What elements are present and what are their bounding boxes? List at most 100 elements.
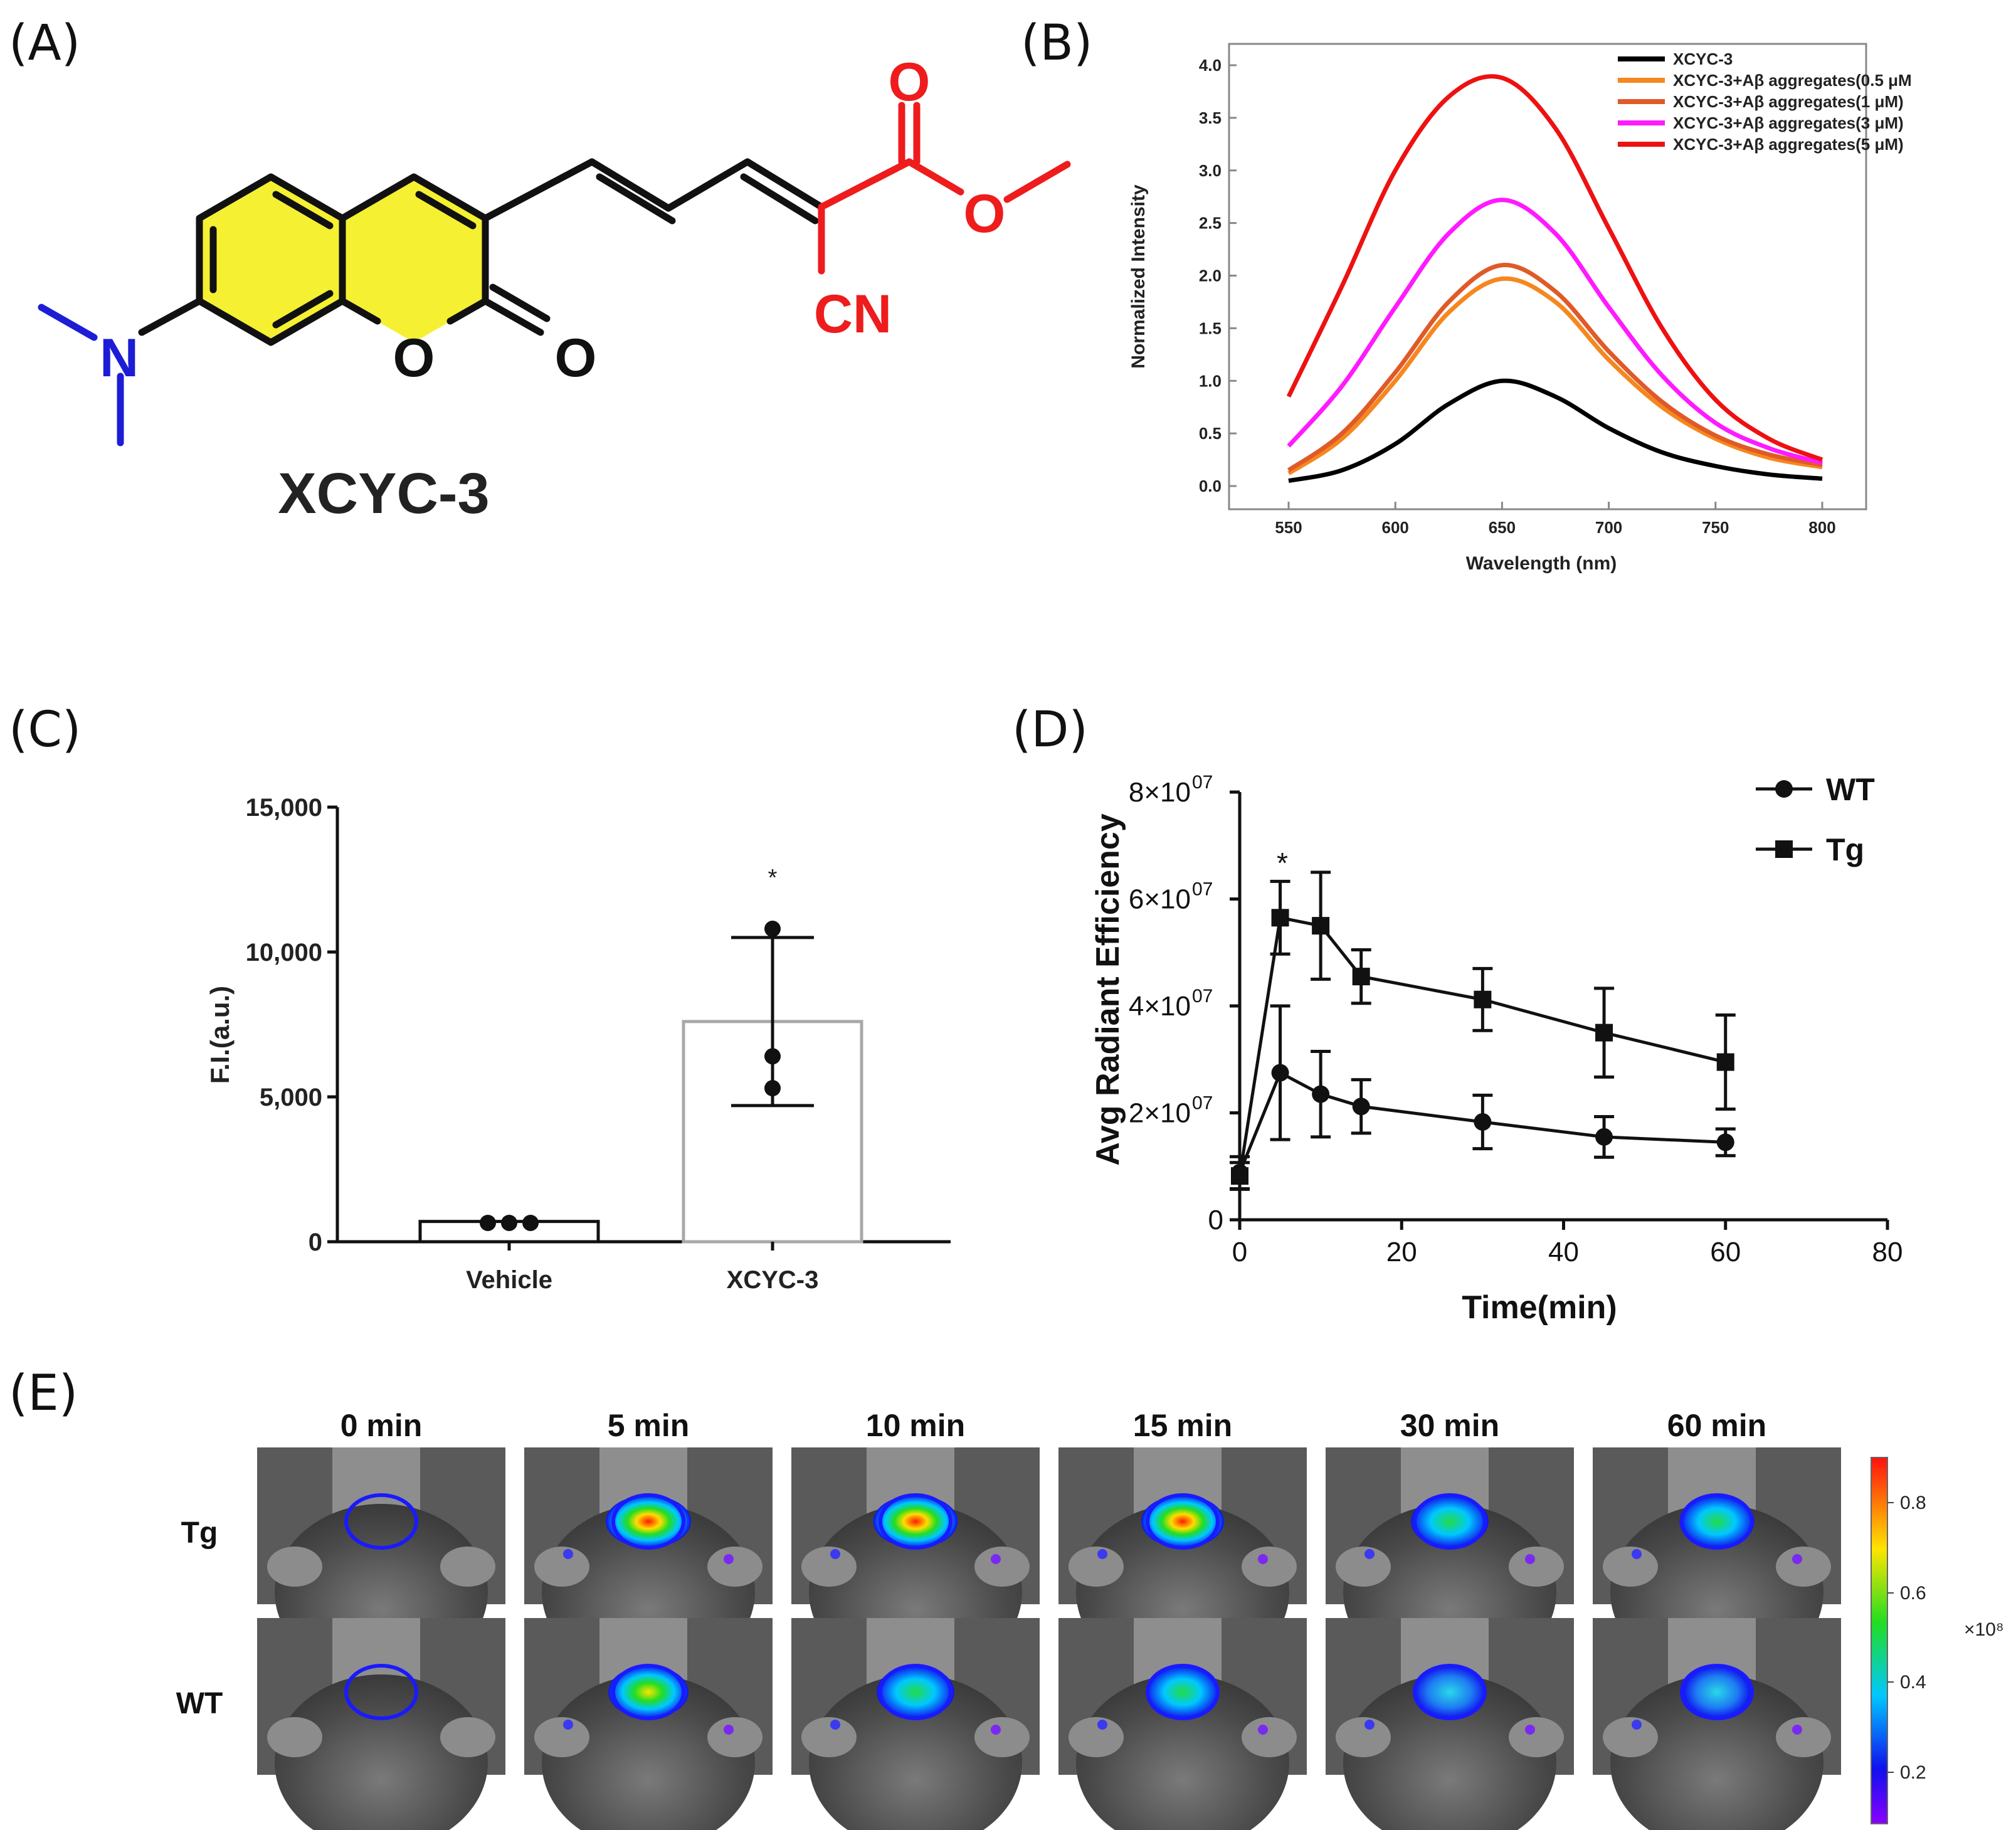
- timepoint-label: 10 min: [866, 1408, 965, 1443]
- chart-d-marker-wt: [1474, 1113, 1492, 1131]
- chain-double-1b: [596, 173, 676, 225]
- chart-d-marker-wt: [1312, 1085, 1330, 1103]
- compound-name: XCYC-3: [278, 462, 489, 526]
- roi-outline: [344, 1493, 418, 1550]
- signal-spot: [1525, 1725, 1535, 1735]
- signal-spot: [724, 1725, 734, 1735]
- n-aryl-bond: [138, 297, 203, 336]
- mouse-ear-right: [974, 1547, 1030, 1587]
- chart-d-marker-tg: [1231, 1167, 1248, 1185]
- roi-outline: [1146, 1664, 1220, 1720]
- chart-b-series-line: [1286, 74, 1823, 462]
- chart-d-ytick-label: 8×10: [1129, 777, 1191, 808]
- imaging-tile: [524, 1447, 773, 1679]
- chart-c-datapoint: [764, 1080, 781, 1097]
- chart-b-legend-label: XCYC-3+Aβ aggregates(5 μM): [1673, 135, 1904, 154]
- mouse-ear-left: [801, 1717, 857, 1757]
- chart-c-category-label: XCYC-3: [727, 1266, 819, 1294]
- chart-b-ytick-label: 1.5: [1199, 319, 1222, 337]
- chart-c-ytick-label: 5,000: [260, 1084, 322, 1111]
- panel-c-letter: (C): [9, 702, 81, 758]
- mouse-ear-right: [1242, 1717, 1297, 1757]
- mouse-ear-left: [267, 1717, 322, 1757]
- chart-c-datapoint: [764, 1048, 781, 1065]
- chart-b-xtick-label: 550: [1275, 518, 1302, 537]
- roi-outline: [1413, 1493, 1487, 1550]
- mouse-ear-right: [1776, 1717, 1831, 1757]
- chart-b-ytick-label: 3.5: [1199, 108, 1222, 127]
- chart-b-legend-label: XCYC-3+Aβ aggregates(0.5 μM: [1673, 71, 1912, 90]
- chart-b-xtick-label: 700: [1595, 518, 1622, 537]
- chart-d-xtick-label: 40: [1548, 1237, 1579, 1267]
- chart-b-xtick-label: 800: [1808, 518, 1835, 537]
- chart-b-ytick-label: 2.0: [1199, 267, 1222, 285]
- chart-b-xtick-label: 750: [1702, 518, 1729, 537]
- timepoint-label: 5 min: [608, 1408, 690, 1443]
- mouse-ear-left: [534, 1717, 589, 1757]
- carbonyl-bond-b: [489, 283, 551, 322]
- chain-double-1a: [588, 158, 672, 212]
- roi-outline: [611, 1493, 685, 1550]
- signal-spot: [1632, 1720, 1642, 1730]
- signal-spot: [1525, 1554, 1535, 1564]
- chart-b-xtick-label: 600: [1382, 518, 1409, 537]
- diene-linker: [482, 158, 825, 225]
- pyranone-double-bond: [415, 191, 477, 230]
- chart-d-xtick-label: 20: [1386, 1237, 1417, 1267]
- chart-d-legend-marker: [1775, 840, 1793, 858]
- mouse-body: [275, 1674, 488, 1830]
- chart-c-ytick-label: 10,000: [246, 939, 322, 966]
- mouse-ear-left: [534, 1547, 589, 1587]
- roi-outline: [1413, 1664, 1487, 1720]
- signal-spot: [563, 1720, 573, 1730]
- panel-a-letter: (A): [9, 15, 80, 71]
- fluorescence-signal: [606, 1495, 691, 1548]
- chart-c-datapoint: [480, 1214, 496, 1231]
- chart-b-legend-label: XCYC-3+Aβ aggregates(1 μM): [1673, 92, 1904, 111]
- signal-spot: [563, 1549, 573, 1559]
- chain-double-2b: [740, 173, 819, 225]
- benzene-double-bond-2: [272, 191, 334, 230]
- colorbar-label-04: 0.4: [1900, 1672, 1926, 1693]
- signal-spot: [830, 1720, 840, 1730]
- colorbar-unit: ×10⁸: [1964, 1619, 2004, 1640]
- chart-d-ytick-exponent: 07: [1192, 1093, 1213, 1114]
- mouse-ear-left: [1603, 1547, 1658, 1587]
- fluorescence-signal: [1413, 1666, 1487, 1718]
- mouse-ear-left: [801, 1547, 857, 1587]
- row-label: Tg: [181, 1516, 218, 1550]
- roi-outline: [879, 1493, 953, 1550]
- chart-c-ytick-label: 0: [309, 1229, 322, 1256]
- chart-b-xtick-label: 650: [1489, 518, 1516, 537]
- chart-d-xtick-label: 80: [1872, 1237, 1903, 1267]
- fluorescence-signal: [1682, 1666, 1751, 1718]
- imaging-tile: [1593, 1618, 1841, 1830]
- chart-d-marker-tg: [1595, 1023, 1613, 1042]
- nitrogen-label: N: [100, 328, 139, 388]
- chart-c-datapoint: [522, 1214, 539, 1231]
- panel-d-letter: (D): [1012, 702, 1088, 758]
- signal-spot: [1792, 1554, 1802, 1564]
- mouse-body: [809, 1674, 1022, 1830]
- fluorescence-signal: [1146, 1666, 1220, 1718]
- panel-d: (D) 02×10 074×10 076×10 078×10 070 20 40 60 80Ti…: [1012, 702, 1903, 1326]
- fluorescence-signal: [877, 1666, 954, 1718]
- mouse-ear-right: [1509, 1717, 1564, 1757]
- roi-outline: [344, 1664, 418, 1720]
- mouse-body: [1076, 1674, 1289, 1830]
- ester-c-bond: [818, 158, 913, 211]
- chart-d-marker-wt: [1595, 1128, 1613, 1146]
- chart-d-ytick-exponent: 07: [1192, 772, 1213, 793]
- mouse-ear-right: [707, 1717, 763, 1757]
- n-methyl-bond-1: [38, 304, 98, 341]
- mouse-body: [1343, 1674, 1556, 1830]
- timepoint-label: 30 min: [1400, 1408, 1499, 1443]
- cyanoacrylate-group: O O CN: [814, 52, 1071, 344]
- mouse-ear-right: [1776, 1547, 1831, 1587]
- mouse-ear-left: [1603, 1717, 1658, 1757]
- signal-spot: [1258, 1725, 1268, 1735]
- imaging-tile: [1326, 1618, 1574, 1830]
- roi-outline: [879, 1664, 953, 1720]
- panel-e: (E) 0 min 5 min 10 min 15 min 30 min 60 min Tg…: [9, 1365, 2004, 1830]
